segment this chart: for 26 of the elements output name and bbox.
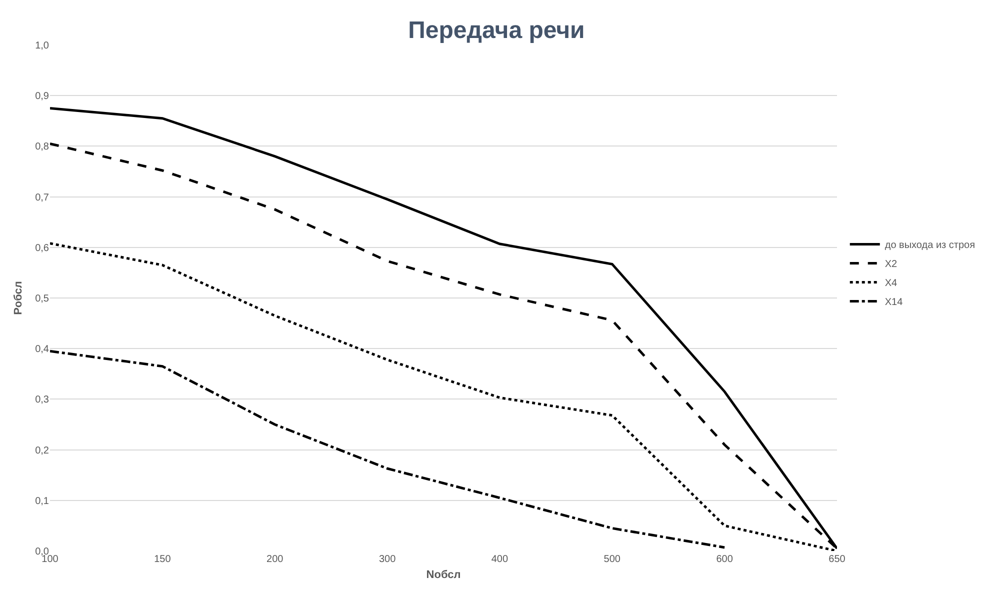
x-tick-label: 150	[154, 554, 172, 565]
x-tick-label: 200	[266, 554, 284, 565]
y-tick-label: 1,0	[35, 40, 50, 52]
x-tick-label: 500	[604, 554, 621, 565]
legend-label: X4	[884, 278, 898, 290]
legend-label: X2	[884, 259, 898, 270]
y-tick-label: 0,5	[35, 294, 50, 304]
y-tick-label: 0,4	[35, 344, 50, 356]
y-tick-label: 0,2	[35, 445, 50, 456]
y-tick-label: 0,1	[35, 496, 50, 507]
x-tick-label: 400	[491, 554, 508, 565]
x-tick-label: 600	[716, 554, 734, 565]
line-series	[50, 350, 726, 549]
legend-label: до выхода из строя	[884, 240, 976, 252]
y-tick-label: 0,9	[35, 91, 50, 102]
y-tick-label: 0,7	[35, 192, 50, 204]
x-tick-label: 650	[828, 554, 846, 565]
x-tick-label: 100	[42, 554, 59, 565]
y-axis-title: Pобсл	[12, 281, 25, 315]
x-axis-title: Nобсл	[426, 569, 461, 582]
chart-title: Передача речи	[408, 16, 585, 44]
x-tick-label: 300	[378, 554, 396, 565]
legend-label: X14	[884, 297, 904, 308]
y-tick-label: 0,3	[35, 394, 50, 406]
y-tick-label: 0,8	[35, 142, 50, 153]
y-tick-label: 0,6	[35, 242, 50, 254]
